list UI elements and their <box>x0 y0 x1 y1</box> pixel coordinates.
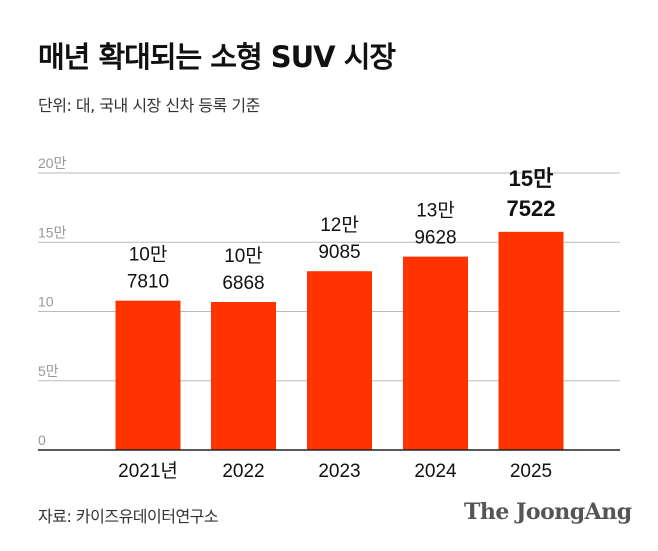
data-label: 13만 <box>416 200 455 222</box>
data-label: 12만 <box>320 214 359 236</box>
y-tick-label: 20만 <box>38 155 67 171</box>
data-label: 9628 <box>414 228 456 249</box>
data-label: 6868 <box>222 273 264 294</box>
bar <box>498 231 564 450</box>
source-note: 자료: 카이즈유데이터연구소 <box>38 507 219 526</box>
x-tick-label: 2021년 <box>118 460 178 482</box>
data-label: 15만 <box>509 166 554 191</box>
y-tick-label: 15만 <box>38 224 67 240</box>
x-tick-label: 2022 <box>222 461 264 482</box>
data-label: 7522 <box>507 196 556 221</box>
x-tick-label: 2024 <box>414 461 457 482</box>
data-label: 9085 <box>318 242 360 263</box>
publisher-logo: The JoongAng <box>464 499 632 525</box>
data-label: 10만 <box>129 244 168 266</box>
y-tick-label: 5만 <box>38 363 59 379</box>
chart-subtitle: 단위: 대, 국내 시장 신차 등록 기준 <box>38 96 260 115</box>
bar <box>211 301 276 450</box>
y-tick-label: 10 <box>38 294 54 310</box>
x-tick-label: 2023 <box>318 461 360 482</box>
data-label: 10만 <box>224 245 263 267</box>
bar <box>403 256 468 450</box>
y-tick-label: 0 <box>38 432 46 448</box>
bar <box>115 300 181 450</box>
chart-title: 매년 확대되는 소형 SUV 시장 <box>38 40 396 74</box>
x-tick-label: 2025 <box>510 461 552 482</box>
data-label: 7810 <box>127 272 169 293</box>
bar <box>307 271 372 450</box>
